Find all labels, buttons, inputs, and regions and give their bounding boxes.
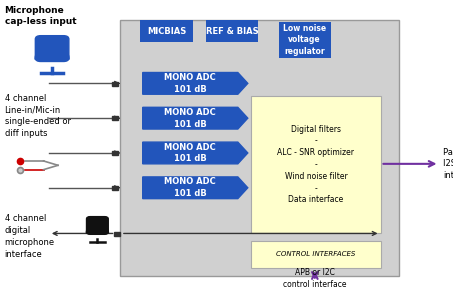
- Text: CONTROL INTERFACES: CONTROL INTERFACES: [276, 251, 356, 258]
- FancyBboxPatch shape: [112, 82, 118, 86]
- Text: Microphone
cap-less input: Microphone cap-less input: [5, 6, 76, 26]
- FancyBboxPatch shape: [206, 20, 258, 42]
- FancyBboxPatch shape: [87, 217, 108, 234]
- FancyBboxPatch shape: [251, 241, 381, 268]
- Text: Low noise
voltage
regulator: Low noise voltage regulator: [283, 23, 326, 56]
- Text: 4 channel
digital
microphone
interface: 4 channel digital microphone interface: [5, 214, 55, 259]
- FancyBboxPatch shape: [112, 151, 118, 155]
- Text: MONO ADC
101 dB: MONO ADC 101 dB: [164, 143, 216, 163]
- Text: APB or I2C
control interface: APB or I2C control interface: [283, 268, 347, 289]
- Text: REF & BIAS: REF & BIAS: [206, 27, 259, 36]
- Text: MONO ADC
101 dB: MONO ADC 101 dB: [164, 108, 216, 128]
- Text: Digital filters
-
ALC - SNR optimizer
-
Wind noise filter
-
Data interface: Digital filters - ALC - SNR optimizer - …: [278, 125, 354, 204]
- Text: MICBIAS: MICBIAS: [147, 27, 186, 36]
- FancyBboxPatch shape: [114, 232, 120, 236]
- Text: 4 channel
Line-in/Mic-in
single-ended or
diff inputs: 4 channel Line-in/Mic-in single-ended or…: [5, 94, 71, 138]
- FancyBboxPatch shape: [251, 96, 381, 233]
- FancyBboxPatch shape: [120, 20, 399, 275]
- Polygon shape: [143, 177, 248, 199]
- FancyBboxPatch shape: [112, 186, 118, 190]
- FancyBboxPatch shape: [112, 116, 118, 121]
- Polygon shape: [143, 72, 248, 94]
- Text: MONO ADC
101 dB: MONO ADC 101 dB: [164, 73, 216, 94]
- Text: MONO ADC
101 dB: MONO ADC 101 dB: [164, 177, 216, 198]
- FancyBboxPatch shape: [279, 22, 331, 58]
- Polygon shape: [143, 107, 248, 129]
- Text: Parallel or
I2S audio
interface: Parallel or I2S audio interface: [443, 148, 453, 180]
- FancyBboxPatch shape: [35, 36, 69, 61]
- FancyBboxPatch shape: [140, 20, 193, 42]
- Polygon shape: [143, 142, 248, 164]
